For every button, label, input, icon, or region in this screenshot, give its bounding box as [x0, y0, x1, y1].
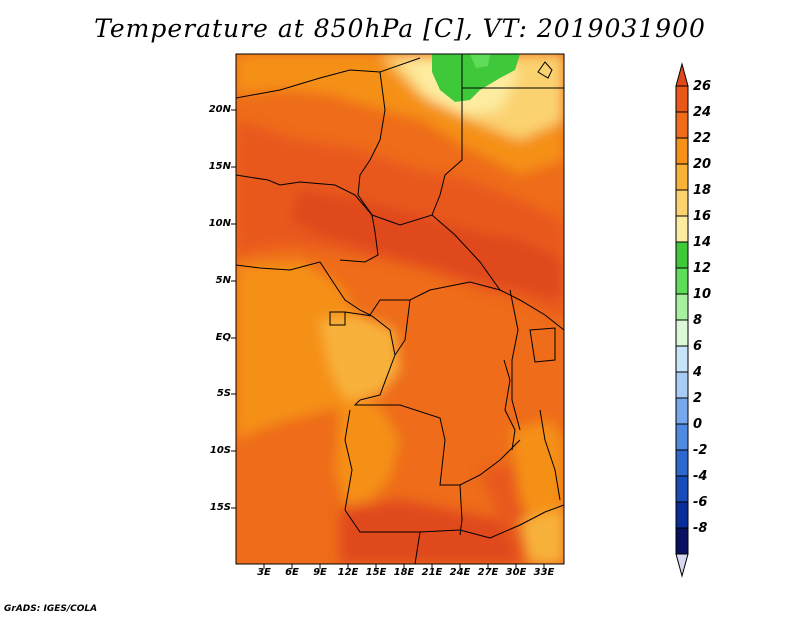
plot-frame [235, 53, 565, 565]
colorbar-swatch [675, 423, 689, 451]
lon-label: 27E [477, 567, 499, 578]
colorbar-swatch [675, 345, 689, 373]
lon-label: 12E [337, 567, 359, 578]
colorbar-label: -6 [693, 495, 708, 510]
lat-label: 15S [209, 502, 231, 513]
colorbar-label: 6 [693, 339, 703, 354]
colorbar-label: -8 [693, 521, 708, 536]
colorbar-swatch [675, 527, 689, 555]
colorbar-label: 20 [693, 157, 712, 172]
colorbar-label: 24 [693, 105, 712, 120]
colorbar [675, 62, 689, 578]
lat-label: EQ [215, 332, 231, 343]
lon-label: 3E [257, 567, 271, 578]
temperature-field [236, 54, 564, 564]
colorbar-label: 16 [693, 209, 712, 224]
map-title: Temperature at 850hPa [C], VT: 201903190… [94, 14, 706, 43]
colorbar-label: 12 [693, 261, 712, 276]
colorbar-swatch [675, 267, 689, 295]
colorbar-swatch [675, 85, 689, 113]
colorbar-label: 4 [693, 365, 703, 380]
lat-label: 5S [216, 388, 231, 399]
colorbar-label: -2 [693, 443, 708, 458]
colorbar-swatch [675, 371, 689, 399]
lon-label: 33E [533, 567, 555, 578]
colorbar-swatch [675, 189, 689, 217]
lat-label: 20N [208, 104, 231, 115]
colorbar-swatch [675, 319, 689, 347]
lon-label: 6E [285, 567, 299, 578]
colorbar-swatch [675, 111, 689, 139]
colorbar-swatch [675, 241, 689, 269]
colorbar-top-cap [675, 62, 689, 87]
colorbar-swatch [675, 475, 689, 503]
lon-label: 24E [449, 567, 471, 578]
grads-credit: GrADS: IGES/COLA [4, 604, 98, 614]
lat-label: 15N [208, 161, 231, 172]
lon-label: 18E [393, 567, 415, 578]
axis-ticks [231, 109, 545, 569]
colorbar-swatch [675, 137, 689, 165]
lat-label: 5N [215, 275, 231, 286]
lon-label: 30E [505, 567, 527, 578]
colorbar-label: 0 [693, 417, 703, 432]
colorbar-swatch [675, 163, 689, 191]
colorbar-swatch [675, 501, 689, 529]
colorbar-bottom-cap [675, 553, 689, 578]
colorbar-swatch [675, 397, 689, 425]
colorbar-label: 22 [693, 131, 712, 146]
country-boundaries [236, 54, 564, 564]
colorbar-label: 10 [693, 287, 712, 302]
colorbar-swatch [675, 215, 689, 243]
colorbar-label: 2 [693, 391, 703, 406]
lon-label: 15E [365, 567, 387, 578]
colorbar-swatch [675, 293, 689, 321]
lat-label: 10S [209, 445, 231, 456]
colorbar-label: 14 [693, 235, 712, 250]
lon-label: 9E [313, 567, 327, 578]
lat-label: 10N [208, 218, 231, 229]
lon-label: 21E [421, 567, 443, 578]
colorbar-label: 18 [693, 183, 712, 198]
colorbar-label: -4 [693, 469, 708, 484]
colorbar-label: 26 [693, 79, 712, 94]
colorbar-swatch [675, 449, 689, 477]
colorbar-label: 8 [693, 313, 703, 328]
